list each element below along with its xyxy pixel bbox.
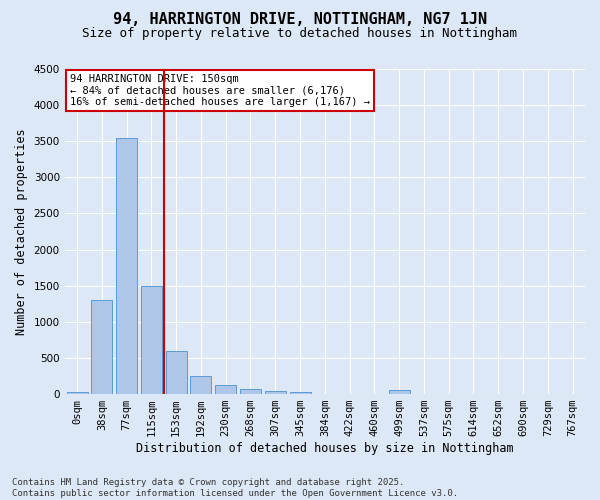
Bar bbox=[215, 384, 236, 394]
Bar bbox=[67, 392, 88, 394]
Bar bbox=[166, 350, 187, 394]
Text: 94, HARRINGTON DRIVE, NOTTINGHAM, NG7 1JN: 94, HARRINGTON DRIVE, NOTTINGHAM, NG7 1J… bbox=[113, 12, 487, 28]
Text: Contains HM Land Registry data © Crown copyright and database right 2025.
Contai: Contains HM Land Registry data © Crown c… bbox=[12, 478, 458, 498]
Bar bbox=[389, 390, 410, 394]
Text: 94 HARRINGTON DRIVE: 150sqm
← 84% of detached houses are smaller (6,176)
16% of : 94 HARRINGTON DRIVE: 150sqm ← 84% of det… bbox=[70, 74, 370, 107]
Bar bbox=[290, 392, 311, 394]
X-axis label: Distribution of detached houses by size in Nottingham: Distribution of detached houses by size … bbox=[136, 442, 514, 455]
Bar bbox=[190, 376, 211, 394]
Bar bbox=[116, 138, 137, 394]
Bar bbox=[265, 391, 286, 394]
Bar bbox=[240, 389, 261, 394]
Y-axis label: Number of detached properties: Number of detached properties bbox=[15, 128, 28, 335]
Bar bbox=[91, 300, 112, 394]
Bar bbox=[141, 286, 162, 394]
Text: Size of property relative to detached houses in Nottingham: Size of property relative to detached ho… bbox=[83, 28, 517, 40]
